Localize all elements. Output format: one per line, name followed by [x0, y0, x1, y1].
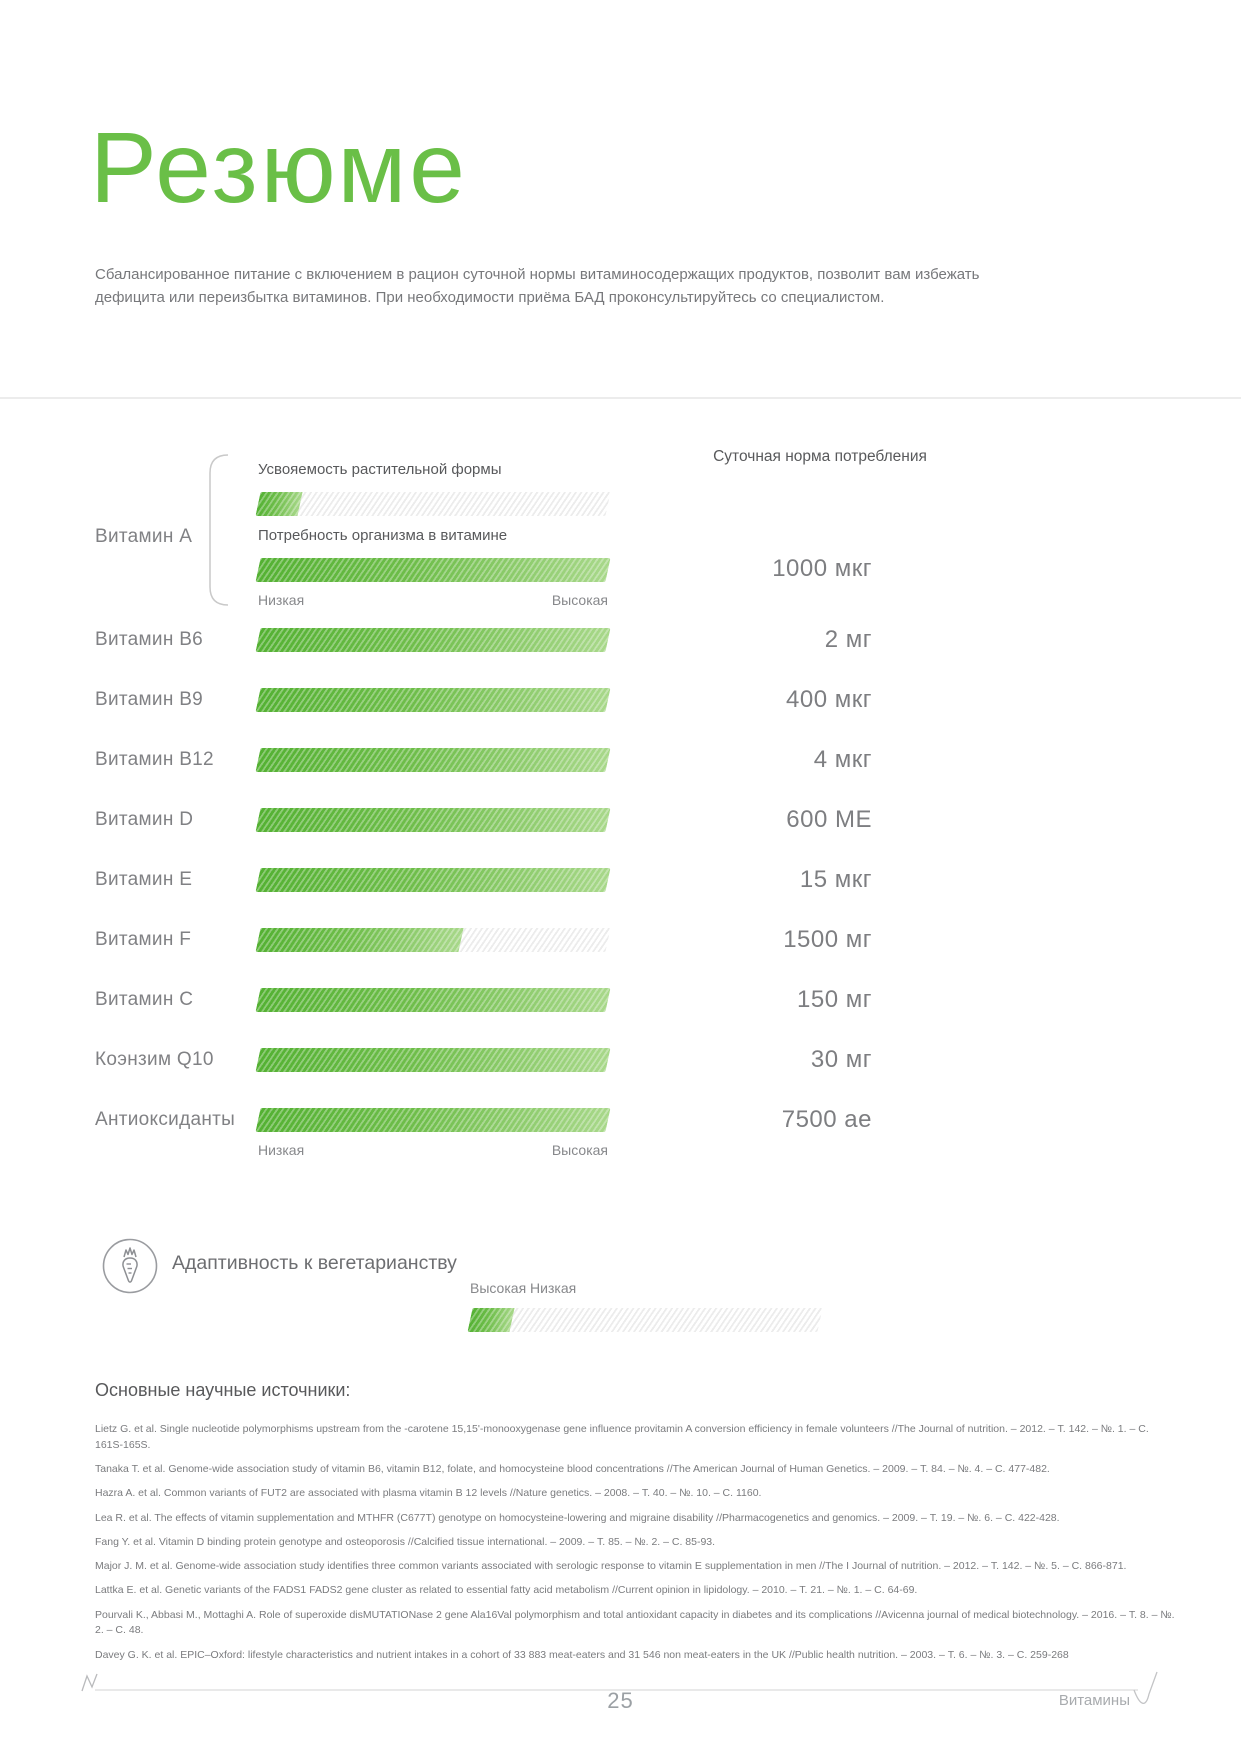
need-bar: [255, 808, 611, 832]
daily-norm-value: 30 мг: [810, 1046, 872, 1073]
vitamin-label: Витамин E: [95, 869, 193, 890]
scale-high-label: Высокая: [551, 592, 608, 608]
vitamin-row: Витамин B6 2 мг: [0, 626, 1241, 653]
scale-high-label: Высокая: [551, 1142, 608, 1158]
need-bar-fill: [255, 748, 611, 772]
intro-paragraph: Сбалансированное питание с включением в …: [95, 266, 980, 306]
vitamin-row: Витамин E 15 мкг: [0, 866, 1241, 893]
daily-norm-value: 4 мкг: [813, 746, 872, 773]
need-bar-fill: [255, 868, 611, 892]
adaptivity-scale-labels: Высокая Низкая: [470, 1280, 820, 1296]
adaptivity-heading: Адаптивность к вегетарианству: [172, 1252, 457, 1274]
vitamin-row: Витамин B12 4 мкг: [0, 746, 1241, 773]
footer-right-flourish: [1133, 1671, 1158, 1704]
absorption-bar: [255, 492, 611, 516]
vitamin-row: Витамин D 600 МЕ: [0, 806, 1241, 833]
vitamin-label: Антиоксиданты: [95, 1109, 236, 1130]
need-bar-fill: [255, 1108, 611, 1132]
reference-item: Major J. M. et al. Genome-wide associati…: [95, 1560, 1127, 1572]
absorption-bar-fill: [255, 492, 303, 516]
need-bar-fill: [255, 808, 611, 832]
need-bar: [255, 868, 611, 892]
daily-norm-value: 1500 мг: [783, 926, 872, 953]
need-bar-fill: [255, 928, 464, 952]
daily-norm-value: 400 мкг: [786, 686, 872, 713]
reference-item: Lietz G. et al. Single nucleotide polymo…: [95, 1423, 1149, 1451]
need-bar: [255, 748, 611, 772]
sources-heading: Основные научные источники:: [95, 1380, 351, 1400]
page-title: Резюме: [90, 112, 468, 224]
need-bar: [255, 1108, 611, 1132]
adaptivity-bar-fill: [467, 1308, 515, 1332]
vitamin-a-bracket: [209, 454, 229, 606]
daily-norm-value: 7500 ае: [781, 1106, 872, 1133]
vitamin-label: Витамин D: [95, 809, 194, 830]
section-divider: [0, 397, 1241, 399]
reference-item: Pourvali K., Abbasi M., Mottaghi A. Role…: [95, 1608, 1175, 1637]
need-bar-label: Потребность организма в витамине: [258, 527, 508, 544]
vitamin-label: Коэнзим Q10: [95, 1049, 214, 1070]
scale-low-label: Низкая: [258, 592, 305, 608]
adaptivity-bar: [467, 1308, 823, 1332]
scale-high-label: Высокая: [470, 1280, 527, 1296]
absorption-bar-label: Усвояемость растительной формы: [258, 461, 502, 478]
daily-norm-value: 150 мг: [797, 986, 872, 1013]
scale-labels-bottom: Высокая Низкая: [258, 1142, 608, 1158]
need-bar: [255, 988, 611, 1012]
daily-norm-value: 2 мг: [824, 626, 872, 653]
carrot-icon: [102, 1238, 158, 1294]
daily-norm-value: 600 МЕ: [786, 806, 872, 833]
need-bar: [255, 928, 611, 952]
vitamin-row: Коэнзим Q10 30 мг: [0, 1046, 1241, 1073]
need-bar: [255, 1048, 611, 1072]
need-bar-vitamin-a: [255, 558, 611, 582]
need-bar: [255, 688, 611, 712]
vitamin-label: Витамин B9: [95, 689, 204, 710]
vitamin-row: Витамин F 1500 мг: [0, 926, 1241, 953]
need-bar-fill: [255, 988, 611, 1012]
page-number: 25: [607, 1688, 634, 1713]
scale-low-label: Низкая: [530, 1280, 577, 1296]
daily-norm-value: 15 мкг: [799, 866, 872, 893]
reference-item: Fang Y. et al. Vitamin D binding protein…: [95, 1535, 716, 1548]
scale-labels-top: Высокая Низкая: [258, 592, 608, 608]
footer-section-label: Витамины: [1058, 1692, 1130, 1709]
need-bar: [255, 628, 611, 652]
need-bar-fill: [255, 1048, 611, 1072]
reference-item: Davey G. K. et al. EPIC–Oxford: lifestyl…: [95, 1648, 1069, 1661]
need-bar-vitamin-a-fill: [255, 558, 611, 582]
scale-low-label: Низкая: [258, 1142, 305, 1158]
daily-norm-header: Суточная норма потребления: [713, 448, 927, 465]
vitamin-row: Витамин C 150 мг: [0, 986, 1241, 1013]
vitamin-label: Витамин B6: [95, 629, 204, 650]
reference-item: Lea R. et al. The effects of vitamin sup…: [95, 1511, 1060, 1524]
footer-left-flourish: [81, 1673, 98, 1692]
reference-item: Hazra A. et al. Common variants of FUT2 …: [95, 1487, 762, 1500]
vitamin-label: Витамин A: [95, 526, 193, 547]
vitamin-row: Антиоксиданты 7500 ае: [0, 1106, 1241, 1133]
vitamin-row: Витамин B9 400 мкг: [0, 686, 1241, 713]
reference-item: Tanaka T. et al. Genome-wide association…: [95, 1463, 1050, 1475]
vitamin-label: Витамин F: [95, 929, 192, 950]
references-list: Lietz G. et al. Single nucleotide polymo…: [95, 1422, 1175, 1672]
vitamin-label: Витамин C: [95, 989, 194, 1010]
footer-rule: [81, 1671, 1158, 1704]
need-bar-fill: [255, 628, 611, 652]
vitamin-label: Витамин B12: [95, 749, 214, 770]
reference-item: Lattka E. et al. Genetic variants of the…: [95, 1584, 918, 1597]
daily-norm-value: 1000 мкг: [772, 555, 872, 582]
need-bar-fill: [255, 688, 611, 712]
